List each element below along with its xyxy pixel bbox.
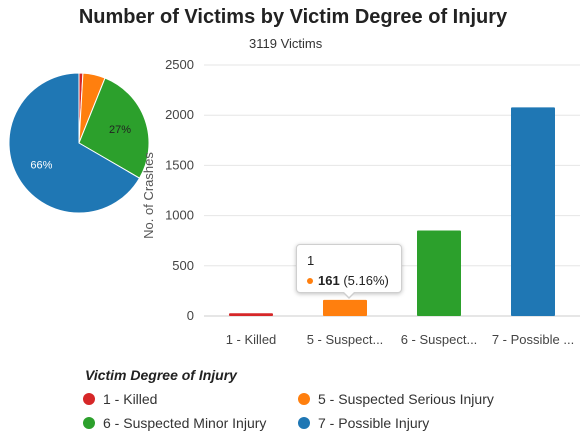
legend-title: Victim Degree of Injury xyxy=(85,367,237,383)
pie-slice-3[interactable] xyxy=(8,72,141,214)
y-tick-label-3: 1500 xyxy=(165,157,194,172)
legend-item-1[interactable]: 5 - Suspected Serious Injury xyxy=(298,389,513,409)
legend-items: 1 - Killed 5 - Suspected Serious Injury 6 … xyxy=(83,389,563,433)
legend-label: 1 - Killed xyxy=(103,391,158,407)
y-tick-label-5: 2500 xyxy=(165,57,194,72)
y-tick-label-4: 2000 xyxy=(165,107,194,122)
x-tick-label-2: 6 - Suspect... xyxy=(401,332,478,347)
tooltip-percent: (5.16%) xyxy=(343,273,389,288)
legend-item-3[interactable]: 7 - Possible Injury xyxy=(298,413,513,433)
legend-label: 6 - Suspected Minor Injury xyxy=(103,415,267,431)
tooltip-dot-icon xyxy=(307,277,313,284)
bar-chart: 0 500 1000 1500 2000 2500 No. of Crashes 1 - Ki… xyxy=(141,57,580,347)
bar-2[interactable] xyxy=(417,230,461,316)
legend-label: 7 - Possible Injury xyxy=(318,415,430,431)
y-axis-label: No. of Crashes xyxy=(141,152,156,239)
pie-chart: 27% 66% xyxy=(8,72,150,214)
x-tick-label-0: 1 - Killed xyxy=(226,332,277,347)
pie-slice-label-2: 27% xyxy=(109,124,131,136)
legend-swatch-icon xyxy=(298,417,310,429)
bar-0[interactable] xyxy=(229,313,273,316)
tooltip-header: 1 xyxy=(307,253,315,268)
y-tick-label-1: 500 xyxy=(172,258,194,273)
y-tick-label-2: 1000 xyxy=(165,208,194,223)
legend-item-0[interactable]: 1 - Killed xyxy=(83,389,298,409)
bar-1[interactable] xyxy=(323,299,367,316)
legend-swatch-icon xyxy=(83,393,95,405)
legend-label: 5 - Suspected Serious Injury xyxy=(318,391,494,407)
pie-slice-label-3: 66% xyxy=(30,160,52,172)
chart-subtitle: 3119 Victims xyxy=(249,36,323,51)
legend-item-2[interactable]: 6 - Suspected Minor Injury xyxy=(83,413,298,433)
legend-swatch-icon xyxy=(83,417,95,429)
tooltip: 1 161 (5.16%) xyxy=(296,244,402,293)
bar-3[interactable] xyxy=(511,107,555,316)
legend: Victim Degree of Injury 1 - Killed 5 - Su… xyxy=(83,367,563,433)
y-tick-label-0: 0 xyxy=(187,308,194,323)
x-tick-label-3: 7 - Possible ... xyxy=(492,332,574,347)
tooltip-value: 161 xyxy=(318,273,340,288)
legend-swatch-icon xyxy=(298,393,310,405)
tooltip-arrow-inner xyxy=(343,291,355,297)
x-tick-label-1: 5 - Suspect... xyxy=(307,332,384,347)
chart-title: Number of Victims by Victim Degree of In… xyxy=(78,6,508,28)
